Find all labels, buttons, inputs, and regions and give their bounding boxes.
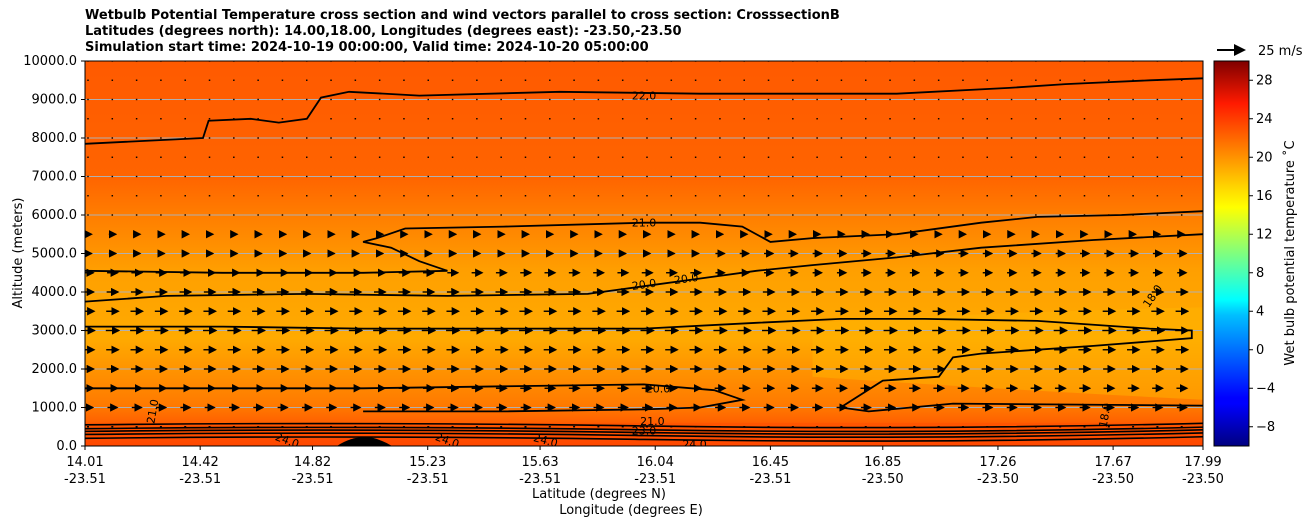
- x-tick-label-lat: 16.45: [752, 455, 789, 470]
- quiver-key-label: 25 m/s: [1258, 44, 1303, 59]
- surface-contour-line: [85, 429, 1203, 435]
- x-axis-label-2: Longitude (degrees E): [559, 503, 703, 518]
- y-tick-label: 3000.0: [32, 324, 78, 339]
- colorbar: −8 −4 0 4 8 12 16 20 24 28 Wet bulb potential tem…: [1213, 60, 1298, 447]
- contour-label: 23.0: [632, 425, 657, 438]
- x-tick-label-lat: 17.99: [1184, 455, 1221, 470]
- terrain: [337, 436, 392, 446]
- x-axis: 14.01 -23.51 14.42 -23.51 14.82 -23.51 15.23 -2…: [64, 446, 1224, 487]
- contour-label: 18.0: [1097, 402, 1114, 428]
- colorbar-tick-label: 8: [1256, 266, 1264, 281]
- y-tick-label: 2000.0: [32, 362, 78, 377]
- contour-line-2: [85, 233, 1203, 303]
- terrain-bump: [337, 436, 392, 446]
- x-tick-label-lat: 15.23: [409, 455, 446, 470]
- x-tick-label-lat: 14.82: [294, 455, 331, 470]
- colorbar-tick-label: −4: [1256, 381, 1275, 396]
- x-tick-label-lon: -23.51: [407, 472, 449, 487]
- x-tick-label-lon: -23.51: [749, 472, 791, 487]
- contour-label: 24.0: [682, 438, 707, 451]
- colorbar-ticks: −8 −4 0 4 8 12 16 20 24 28: [1249, 73, 1275, 435]
- y-tick-label: 8000.0: [32, 131, 78, 146]
- colorbar-tick-label: 0: [1256, 343, 1264, 358]
- y-axis-label: Altitude (meters): [11, 198, 26, 309]
- x-tick-label-lat: 15.63: [521, 455, 558, 470]
- x-tick-label-lon: -23.51: [634, 472, 676, 487]
- y-tick-label: 9000.0: [32, 93, 78, 108]
- contour-line-0: [85, 77, 1203, 145]
- x-tick-label-lon: -23.51: [179, 472, 221, 487]
- contour-line-1: [85, 210, 1203, 274]
- contour-label: 20.0: [673, 271, 699, 287]
- surface-contour-line: [85, 426, 1203, 433]
- colorbar-tick-label: 4: [1256, 304, 1264, 319]
- x-tick-label-lon: -23.51: [519, 472, 561, 487]
- y-tick-label: 6000.0: [32, 208, 78, 223]
- contour-label: 21.0: [144, 398, 161, 424]
- contour-label: 20.0: [631, 277, 657, 293]
- colorbar-tick-label: 28: [1256, 73, 1273, 88]
- x-tick-label-lon: -23.50: [977, 472, 1019, 487]
- x-tick-label-lat: 17.67: [1095, 455, 1132, 470]
- surface-contour-line: [85, 432, 1203, 439]
- contour-line-3: [85, 318, 1203, 413]
- x-tick-label-lon: -23.50: [862, 472, 904, 487]
- x-tick-label-lat: 14.42: [182, 455, 219, 470]
- contour-label: 22.0: [632, 90, 657, 103]
- surface-contour-line: [85, 422, 1203, 429]
- title-line-3: Simulation start time: 2024-10-19 00:00:…: [85, 40, 649, 55]
- colorbar-tick-label: 12: [1256, 227, 1273, 242]
- surface-contour-line: [85, 435, 1203, 442]
- contour-label: 24.0: [532, 431, 559, 450]
- x-tick-label-lat: 16.04: [637, 455, 674, 470]
- y-tick-label: 5000.0: [32, 247, 78, 262]
- title-line-1: Wetbulb Potential Temperature cross sect…: [85, 8, 840, 23]
- colorbar-tick-label: −8: [1256, 420, 1275, 435]
- contour-label: 21.0: [632, 217, 657, 230]
- x-tick-label-lon: -23.50: [1182, 472, 1224, 487]
- x-tick-label-lon: -23.51: [292, 472, 334, 487]
- plot-area: 22.021.020.0 20.018.020.021.023.024.0 24.0…: [85, 61, 1203, 451]
- contour-label: 20.0: [646, 382, 671, 395]
- x-tick-label-lon: -23.51: [64, 472, 106, 487]
- title-line-2: Latitudes (degrees north): 14.00,18.00, …: [85, 24, 682, 39]
- colorbar-gradient: [1213, 60, 1250, 447]
- y-tick-label: 1000.0: [32, 401, 78, 416]
- x-tick-label-lat: 16.85: [864, 455, 901, 470]
- quiver-key: 25 m/s: [1217, 44, 1303, 59]
- colorbar-tick-label: 24: [1256, 112, 1273, 127]
- y-tick-label: 0.0: [56, 439, 77, 454]
- y-tick-label: 10000.0: [23, 54, 77, 69]
- x-tick-label-lat: 17.26: [979, 455, 1016, 470]
- x-axis-label: Latitude (degrees N): [532, 487, 666, 502]
- colorbar-tick-label: 20: [1256, 150, 1273, 165]
- contour-label: 21.0: [640, 415, 665, 428]
- contour-line-4: [85, 383, 746, 413]
- y-tick-label: 7000.0: [32, 170, 78, 185]
- x-tick-label-lon: -23.50: [1092, 472, 1134, 487]
- y-tick-label: 4000.0: [32, 285, 78, 300]
- y-axis: 0.0 1000.0 2000.0 3000.0 4000.0 5000.0 6000.0 7…: [23, 54, 85, 454]
- x-tick-label-lat: 14.01: [66, 455, 103, 470]
- colorbar-label: Wet bulb potential temperature ˚C: [1282, 140, 1298, 365]
- colorbar-tick-label: 16: [1256, 189, 1273, 204]
